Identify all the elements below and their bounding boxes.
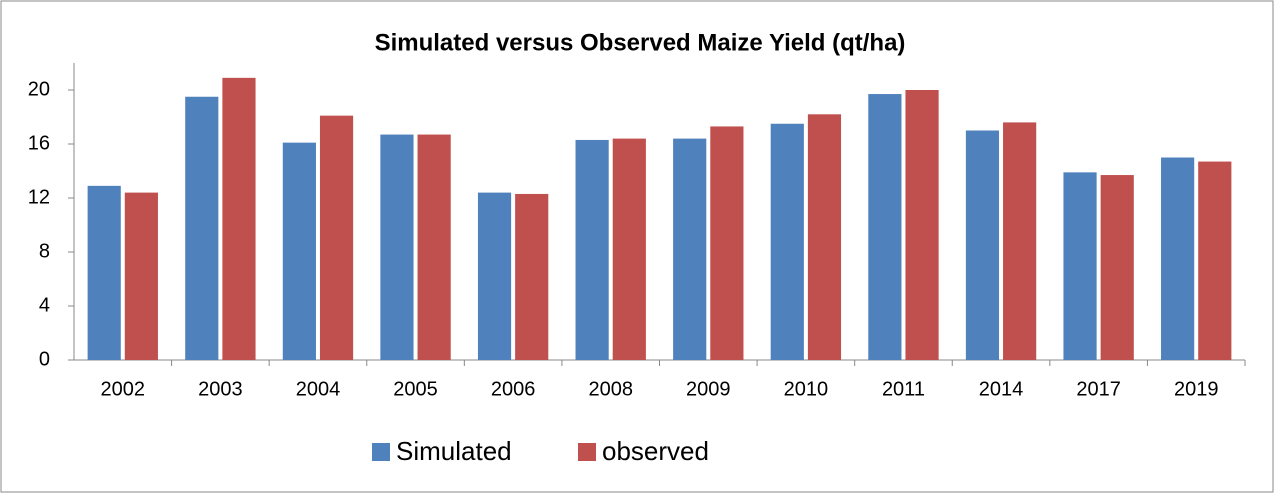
x-tick-label: 2009: [686, 378, 731, 400]
bar: [673, 138, 707, 360]
bar: [124, 192, 158, 360]
y-tick-label: 4: [39, 294, 50, 316]
bar: [965, 130, 1000, 360]
bar: [770, 123, 804, 360]
bar: [282, 142, 316, 360]
bar: [1198, 161, 1232, 360]
bar: [868, 94, 902, 361]
x-tick-label: 2019: [1174, 378, 1219, 400]
chart-title: Simulated versus Observed Maize Yield (q…: [375, 29, 906, 56]
x-tick-label: 2004: [296, 378, 341, 400]
x-tick-label: 2008: [588, 378, 633, 400]
y-tick-label: 20: [28, 78, 50, 100]
x-tick-label: 2011: [882, 378, 925, 400]
bar: [185, 96, 219, 360]
bar: [905, 90, 939, 360]
bar: [1003, 122, 1037, 361]
x-tick-label: 2010: [784, 378, 829, 400]
legend-label: Simulated: [396, 436, 512, 466]
bar: [319, 115, 354, 361]
bar: [612, 138, 646, 360]
legend-swatch: [578, 443, 596, 461]
bar: [380, 134, 414, 360]
bar: [515, 193, 549, 360]
legend-swatch: [372, 443, 390, 461]
bar: [417, 134, 451, 360]
bar: [575, 139, 609, 360]
bar: [477, 192, 512, 360]
x-tick-label: 2017: [1076, 378, 1121, 400]
y-tick-label: 0: [39, 348, 50, 370]
bar: [710, 126, 744, 360]
x-tick-label: 2003: [198, 378, 243, 400]
x-tick-label: 2005: [393, 378, 438, 400]
bar: [807, 114, 842, 360]
bar: [1161, 157, 1195, 360]
y-tick-label: 12: [28, 186, 50, 208]
y-tick-label: 8: [39, 240, 50, 262]
y-tick-label: 16: [28, 132, 50, 154]
x-tick-label: 2006: [491, 378, 536, 400]
bar: [1100, 175, 1134, 360]
bar: [87, 185, 121, 360]
bar: [222, 77, 256, 360]
legend-label: observed: [602, 436, 709, 466]
x-tick-label: 2014: [979, 378, 1024, 400]
bar: [1063, 172, 1097, 360]
x-tick-label: 2002: [101, 378, 146, 400]
